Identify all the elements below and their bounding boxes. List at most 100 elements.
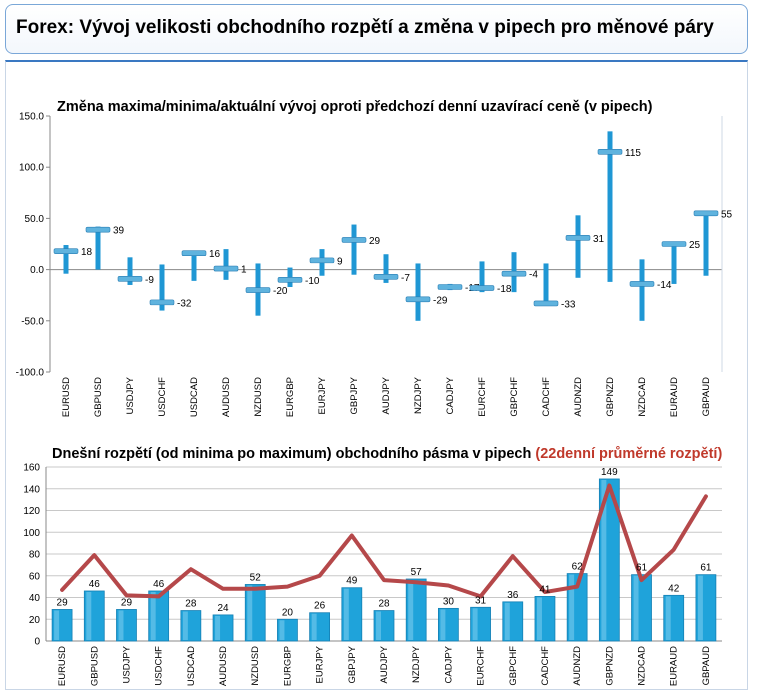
chart2-category-label: NZDCAD (637, 646, 648, 686)
chart2-data-label: 30 (443, 596, 455, 607)
chart1-category-label: AUDJPY (381, 376, 392, 414)
chart2-bar-highlight (54, 610, 60, 640)
chart2-ytick-label: 0 (34, 637, 40, 648)
chart2-category-label: EURCHF (476, 646, 487, 686)
chart1-range-bar (159, 264, 165, 311)
chart1-range-bar (607, 131, 613, 282)
chart1-current-marker (469, 285, 495, 291)
chart1-range-bar (575, 215, 581, 278)
chart2-category-label: EURGBP (282, 646, 293, 686)
chart2-ytick-label: 60 (29, 571, 41, 582)
chart2-bar-highlight (311, 613, 317, 640)
chart2-bar-highlight (86, 591, 92, 640)
chart1-current-marker (85, 226, 111, 233)
chart1-range-bar (639, 259, 645, 321)
chart1-category-label: GBPUSD (93, 377, 104, 417)
chart2-bar-highlight (247, 585, 253, 640)
chart1-current-marker (693, 210, 719, 217)
chart1-data-label: -10 (305, 276, 320, 287)
chart1-data-label: -33 (561, 299, 576, 310)
chart2-data-label: 36 (507, 590, 519, 601)
chart2-data-label: 62 (572, 562, 584, 573)
chart1-current-marker (341, 237, 367, 243)
chart1-current-marker (309, 257, 335, 264)
chart1-current-marker (661, 241, 687, 247)
chart1-current-marker (117, 276, 143, 282)
chart1-data-label: -14 (657, 280, 672, 291)
chart1-data-label: 18 (81, 247, 93, 258)
chart2-title: Dnešní rozpětí (od minima po maximum) ob… (52, 446, 722, 462)
chart1-range-bar (415, 263, 421, 321)
chart1-data-label: 39 (113, 226, 125, 237)
chart1-current-marker (437, 284, 463, 290)
chart1-data-label: -4 (529, 270, 538, 281)
chart2-category-label: USDCAD (186, 646, 197, 686)
chart1-data-label: 31 (593, 234, 605, 245)
charts-frame (5, 60, 748, 690)
chart1-ytick-label: 100.0 (19, 163, 44, 174)
chart2-data-label: 61 (700, 563, 712, 574)
chart2-data-label: 52 (250, 572, 262, 583)
chart1-category-label: CADJPY (445, 376, 456, 414)
chart1-range-bar (383, 254, 389, 283)
chart2-category-label: EURAUD (669, 646, 680, 686)
chart2-bar-highlight (504, 602, 510, 640)
chart2-bar-highlight (150, 591, 156, 640)
chart2-bar-highlight (343, 588, 349, 640)
chart2-bar-highlight (376, 611, 382, 640)
chart2-bar-highlight (665, 596, 671, 640)
chart2-data-label: 41 (539, 584, 551, 595)
chart2-data-label: 49 (346, 576, 358, 587)
chart2-category-label: NZDJPY (411, 645, 422, 683)
chart2-title-highlight: (22denní průměrné rozpětí) (535, 446, 722, 462)
chart1-data-label: 29 (369, 236, 381, 247)
chart2-data-label: 24 (217, 603, 229, 614)
chart2: 160 140 120 100 80 60 40 20 0 29 EURUSD 46 GBPUSD 29 U… (23, 463, 722, 686)
chart1-range-bar (127, 257, 133, 285)
chart2-bar-highlight (182, 611, 188, 640)
chart2-bar-highlight (408, 580, 414, 640)
chart1-category-label: EURGBP (285, 377, 296, 417)
chart1-ytick-label: -50.0 (21, 316, 44, 327)
page-title: Forex: Vývoj velikosti obchodního rozpět… (16, 17, 714, 38)
chart1-category-label: NZDJPY (413, 376, 424, 414)
chart2-category-label: CADJPY (443, 645, 454, 683)
chart2-category-label: GBPNZD (604, 646, 615, 686)
chart1-category-label: GBPNZD (605, 377, 616, 417)
chart1-category-label: USDCAD (189, 377, 200, 417)
chart1-range-bar (95, 226, 101, 270)
chart1-ytick-label: -100.0 (16, 368, 45, 379)
chart2-category-label: EURUSD (57, 646, 68, 686)
chart2-category-label: EURJPY (315, 645, 326, 683)
chart2-category-label: AUDJPY (379, 645, 390, 683)
chart1-current-marker (149, 299, 175, 306)
chart2-category-label: NZDUSD (250, 646, 261, 686)
chart1-ytick-label: 50.0 (25, 214, 45, 225)
chart1-category-label: EURJPY (317, 376, 328, 414)
chart2-category-label: GBPUSD (89, 646, 100, 686)
chart2-category-label: CADCHF (540, 646, 551, 686)
chart1-data-label: 115 (625, 148, 641, 159)
chart1-data-label: -20 (273, 286, 288, 297)
chart2-title-main: Dnešní rozpětí (od minima po maximum) ob… (52, 446, 531, 462)
chart1-current-marker (245, 287, 271, 293)
chart1: 150.0 100.0 50.0 0.0 -50.0 -100.0 18 EURUSD 39 GB… (16, 112, 733, 418)
chart2-category-label: GBPCHF (508, 646, 519, 686)
chart2-data-label: 57 (411, 567, 423, 578)
chart1-current-marker (213, 265, 239, 272)
chart2-bar-highlight (279, 620, 285, 640)
chart1-range-bar (703, 211, 709, 276)
chart2-data-label: 31 (475, 595, 487, 606)
chart2-data-label: 61 (636, 563, 648, 574)
chart2-category-label: GBPJPY (347, 645, 358, 683)
chart1-current-marker (565, 235, 591, 241)
chart1-data-label: -18 (497, 284, 512, 295)
chart1-category-label: NZDCAD (637, 377, 648, 417)
chart2-ytick-label: 20 (29, 615, 41, 626)
chart1-ytick-label: 150.0 (19, 112, 44, 123)
chart2-bar-highlight (440, 609, 446, 640)
chart1-category-label: AUDUSD (221, 377, 232, 417)
chart2-bar-highlight (569, 574, 575, 640)
chart1-ytick-label: 0.0 (30, 265, 44, 276)
